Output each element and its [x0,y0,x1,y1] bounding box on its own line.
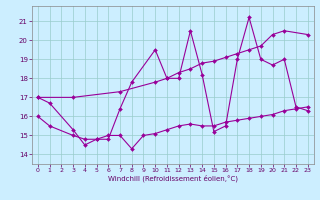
X-axis label: Windchill (Refroidissement éolien,°C): Windchill (Refroidissement éolien,°C) [108,175,238,182]
